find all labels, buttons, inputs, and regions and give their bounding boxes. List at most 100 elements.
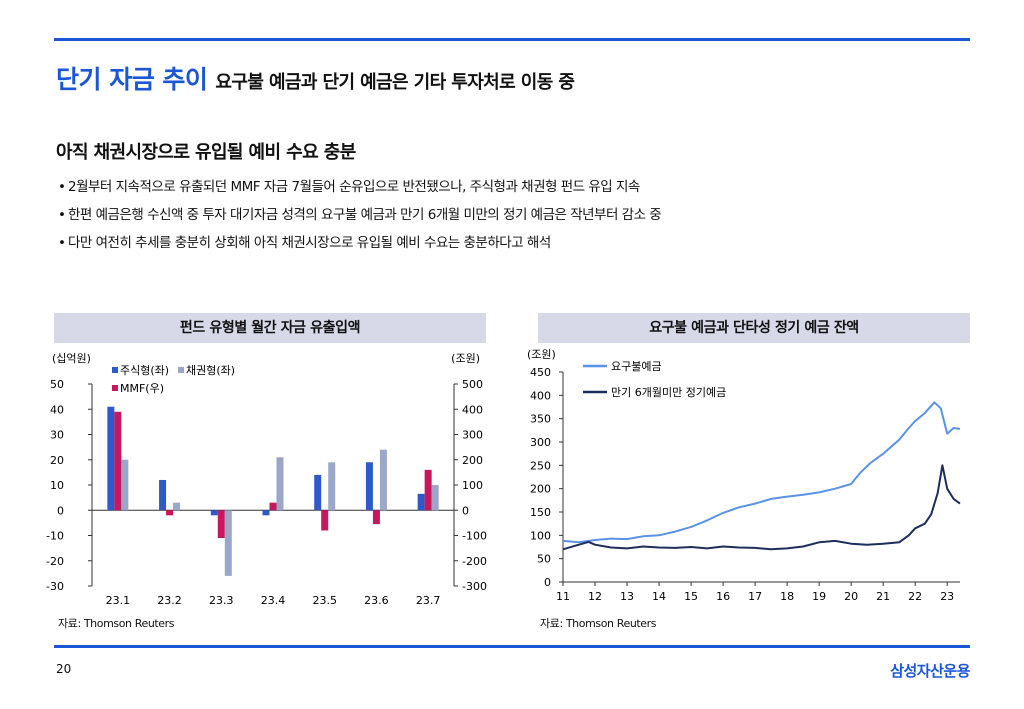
bar xyxy=(107,406,115,511)
bar xyxy=(321,510,329,531)
bullet-list: • 2월부터 지속적으로 유출되던 MMF 자금 7월들어 순유입으로 반전됐으나… xyxy=(58,178,662,262)
series-line xyxy=(562,464,961,551)
title-main: 단기 자금 추이 xyxy=(56,65,208,94)
right-tick-label: 300 xyxy=(462,429,483,442)
x-tick-label: 14 xyxy=(652,590,666,603)
legend-label: MMF(우) xyxy=(120,382,164,395)
bullet-item: • 2월부터 지속적으로 유출되던 MMF 자금 7월들어 순유입으로 반전됐으나… xyxy=(58,178,661,206)
bullet-text: 2월부터 지속적으로 유출되던 MMF 자금 7월들어 순유입으로 반전됐으나,… xyxy=(68,179,640,195)
headline: 아직 채권시장으로 유입될 예비 수요 충분 xyxy=(56,142,356,163)
bar xyxy=(121,459,129,511)
right-tick-label: 400 xyxy=(462,403,483,416)
x-tick-label: 16 xyxy=(716,590,730,603)
x-tick-label: 17 xyxy=(748,590,762,603)
bar xyxy=(365,462,373,511)
x-tick-label: 23.2 xyxy=(157,594,182,607)
x-tick-label: 21 xyxy=(876,590,890,603)
right-tick-label: -200 xyxy=(462,555,487,568)
bullet-text: 한편 예금은행 수신액 중 투자 대기자금 성격의 요구불 예금과 만기 6개월… xyxy=(68,207,662,223)
bar xyxy=(173,502,181,511)
legend-label: 만기 6개월미만 정기예금 xyxy=(611,386,726,399)
y-tick-label: 100 xyxy=(530,529,551,542)
bar xyxy=(224,510,232,576)
bar xyxy=(379,449,387,511)
x-tick-label: 22 xyxy=(908,590,922,603)
y-tick-label: 300 xyxy=(530,436,551,449)
page-number: 20 xyxy=(56,662,72,676)
right-tick-label: 100 xyxy=(462,479,483,492)
bullet-mark: • xyxy=(58,179,66,195)
x-tick-label: 23.4 xyxy=(261,594,286,607)
right-tick-label: 0 xyxy=(462,504,469,517)
left-tick-label: 40 xyxy=(50,403,64,416)
fund-flow-bar-chart: (십억원) (조원)-30-20-1001020304050-300-200-10… xyxy=(46,352,487,607)
x-tick-label: 13 xyxy=(620,590,634,603)
page-title: 단기 자금 추이 요구불 예금과 단기 예금은 기타 투자처로 이동 중 xyxy=(56,60,575,96)
y-tick-label: 350 xyxy=(530,413,551,426)
legend-swatch xyxy=(178,367,184,373)
y-axis-unit: (조원) xyxy=(527,348,556,361)
x-tick-label: 23.6 xyxy=(364,594,389,607)
x-tick-label: 12 xyxy=(588,590,602,603)
brand-logo-text: 삼성자산운용 xyxy=(890,662,970,680)
bar xyxy=(314,474,322,511)
x-tick-label: 23.7 xyxy=(416,594,441,607)
left-tick-label: 10 xyxy=(50,479,64,492)
right-tick-label: 200 xyxy=(462,454,483,467)
deposit-line-chart: (조원) 0 50 100 150 200 250 300 350 400 450 11 12 13 14 1… xyxy=(527,348,961,603)
x-tick-label: 23.3 xyxy=(209,594,234,607)
bullet-mark: • xyxy=(58,207,66,223)
bullet-item: • 한편 예금은행 수신액 중 투자 대기자금 성격의 요구불 예금과 만기 6개… xyxy=(58,206,662,234)
bullet-text: 다만 여전히 추세를 충분히 상회해 아직 채권시장으로 유입될 예비 수요는 … xyxy=(68,235,551,251)
y-tick-label: 150 xyxy=(530,506,551,519)
bar xyxy=(424,469,432,511)
bar xyxy=(372,510,380,525)
top-rule xyxy=(54,38,970,41)
left-axis-unit: (십억원) xyxy=(52,352,91,365)
left-tick-label: 50 xyxy=(50,378,64,391)
x-tick-label: 23.5 xyxy=(312,594,337,607)
chart1-title: 펀드 유형별 월간 자금 유출입액 xyxy=(54,313,486,343)
legend-label: 요구불예금 xyxy=(611,360,662,373)
bullet-mark: • xyxy=(58,235,66,251)
y-tick-label: 0 xyxy=(544,576,551,589)
bar xyxy=(217,510,225,539)
left-tick-label: 0 xyxy=(57,504,64,517)
bar xyxy=(114,411,122,511)
legend-swatch xyxy=(112,367,118,373)
left-tick-label: -10 xyxy=(46,530,64,543)
chart1-source: 자료: Thomson Reuters xyxy=(58,617,175,630)
left-tick-label: 20 xyxy=(50,454,64,467)
bar xyxy=(276,457,284,511)
right-tick-label: -100 xyxy=(462,530,487,543)
x-tick-label: 18 xyxy=(780,590,794,603)
right-tick-label: -300 xyxy=(462,580,487,593)
bar xyxy=(159,479,167,511)
x-tick-label: 11 xyxy=(556,590,570,603)
bar xyxy=(431,485,439,511)
x-tick-label: 23.1 xyxy=(106,594,131,607)
legend-label: 채권형(좌) xyxy=(186,364,235,377)
bottom-rule xyxy=(54,645,970,648)
x-tick-label: 15 xyxy=(684,590,698,603)
y-tick-label: 50 xyxy=(537,553,551,566)
left-tick-label: -30 xyxy=(46,580,64,593)
y-tick-label: 450 xyxy=(530,366,551,379)
y-tick-label: 250 xyxy=(530,459,551,472)
legend-swatch xyxy=(112,385,118,391)
x-tick-label: 20 xyxy=(844,590,858,603)
bar xyxy=(166,510,174,516)
bullet-item: • 다만 여전히 추세를 충분히 상회해 아직 채권시장으로 유입될 예비 수요는… xyxy=(58,234,661,262)
chart2-title: 요구불 예금과 단타성 정기 예금 잔액 xyxy=(538,313,970,343)
legend-label: 주식형(좌) xyxy=(120,364,169,377)
x-tick-label: 19 xyxy=(812,590,826,603)
x-tick-label: 23 xyxy=(940,590,954,603)
right-tick-label: 500 xyxy=(462,378,483,391)
title-sub: 요구불 예금과 단기 예금은 기타 투자처로 이동 중 xyxy=(215,72,575,93)
left-tick-label: 30 xyxy=(50,429,64,442)
bar xyxy=(262,510,270,516)
y-tick-label: 400 xyxy=(530,389,551,402)
bar xyxy=(210,510,218,516)
right-axis-unit: (조원) xyxy=(451,352,480,365)
series-line xyxy=(562,401,961,544)
